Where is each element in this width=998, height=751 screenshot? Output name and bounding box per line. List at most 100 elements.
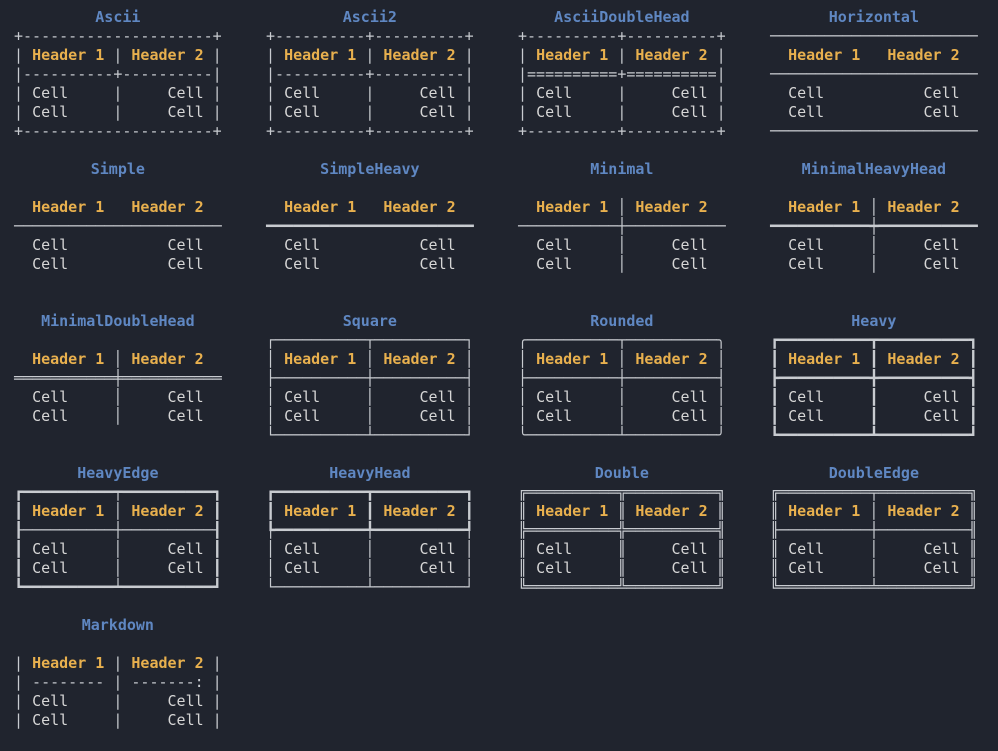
header-2-text: Header 2	[131, 350, 204, 368]
box-style-rounded: Rounded ╭──────────┬──────────╮ │ Header …	[518, 312, 770, 464]
cell-text: Cell	[536, 255, 573, 273]
table-title: DoubleEdge	[828, 464, 919, 482]
header-2-text: Header 2	[887, 198, 960, 216]
cell-text: Cell	[788, 84, 825, 102]
box-style-simple: Simple Header 1 Header 2 ───────────────…	[14, 160, 266, 312]
cell-text: Cell	[284, 388, 321, 406]
header-1-text: Header 1	[788, 350, 861, 368]
cell-text: Cell	[419, 255, 456, 273]
table-body: ╔══════════╤══════════╗ ║ Header 1 │ Hea…	[770, 483, 978, 596]
table-body: ─────────────────────── Header 1 Header …	[770, 27, 978, 140]
header-1-text: Header 1	[284, 350, 357, 368]
cell-text: Cell	[284, 103, 321, 121]
box-style-markdown: Markdown | Header 1 | Header 2 | | -----…	[14, 616, 266, 751]
cell-text: Cell	[788, 388, 825, 406]
table-body: +---------------------+ | Header 1 | Hea…	[14, 27, 222, 140]
table-body: ┏━━━━━━━━━━┳━━━━━━━━━━┓ ┃ Header 1 ┃ Hea…	[770, 331, 978, 444]
cell-text: Cell	[671, 236, 708, 254]
cell-text: Cell	[671, 84, 708, 102]
header-2-text: Header 2	[383, 46, 456, 64]
cell-text: Cell	[671, 540, 708, 558]
table-title: Ascii2	[342, 8, 397, 26]
table-body: Header 1 │ Header 2 ━━━━━━━━━━━┿━━━━━━━━…	[770, 198, 978, 273]
header-2-text: Header 2	[383, 502, 456, 520]
header-1-text: Header 1	[32, 46, 105, 64]
header-1-text: Header 1	[284, 198, 357, 216]
cell-text: Cell	[419, 388, 456, 406]
box-style-asciidoublehead: AsciiDoubleHead +----------+----------+ |…	[518, 8, 770, 160]
header-1-text: Header 1	[32, 350, 105, 368]
cell-text: Cell	[788, 103, 825, 121]
cell-text: Cell	[284, 540, 321, 558]
header-1-text: Header 1	[788, 502, 861, 520]
cell-text: Cell	[167, 255, 204, 273]
cell-text: Cell	[788, 255, 825, 273]
cell-text: Cell	[419, 103, 456, 121]
table-title: MinimalHeavyHead	[801, 160, 947, 178]
cell-text: Cell	[32, 559, 69, 577]
header-1-text: Header 1	[788, 198, 861, 216]
cell-text: Cell	[671, 559, 708, 577]
table-body: Header 1 Header 2 ━━━━━━━━━━━━━━━━━━━━━━…	[266, 198, 474, 273]
header-2-text: Header 2	[635, 502, 708, 520]
box-style-heavyedge: HeavyEdge ┏━━━━━━━━━━┯━━━━━━━━━━┓ ┃ Heade…	[14, 464, 266, 616]
cell-text: Cell	[419, 407, 456, 425]
header-1-text: Header 1	[284, 502, 357, 520]
box-style-square: Square ┌──────────┬──────────┐ │ Header 1…	[266, 312, 518, 464]
header-1-text: Header 1	[536, 502, 609, 520]
cell-text: Cell	[32, 236, 69, 254]
cell-text: Cell	[536, 540, 573, 558]
table-title: Rounded	[590, 312, 654, 330]
cell-text: Cell	[923, 84, 960, 102]
header-1-text: Header 1	[536, 198, 609, 216]
cell-text: Cell	[167, 692, 204, 710]
table-body: ╔══════════╦══════════╗ ║ Header 1 ║ Hea…	[518, 483, 726, 596]
table-body: ┏━━━━━━━━━━┳━━━━━━━━━━┓ ┃ Header 1 ┃ Hea…	[266, 483, 474, 596]
cell-text: Cell	[536, 236, 573, 254]
cell-text: Cell	[923, 388, 960, 406]
table-title: Simple	[90, 160, 145, 178]
cell-text: Cell	[32, 255, 69, 273]
header-1-text: Header 1	[32, 654, 105, 672]
cell-text: Cell	[419, 84, 456, 102]
table-title: SimpleHeavy	[320, 160, 420, 178]
header-2-text: Header 2	[635, 46, 708, 64]
header-2-text: Header 2	[131, 502, 204, 520]
cell-text: Cell	[32, 103, 69, 121]
cell-text: Cell	[284, 84, 321, 102]
cell-text: Cell	[167, 236, 204, 254]
header-2-text: Header 2	[635, 198, 708, 216]
cell-text: Cell	[419, 540, 456, 558]
cell-text: Cell	[167, 388, 204, 406]
cell-text: Cell	[671, 255, 708, 273]
table-title: Heavy	[851, 312, 897, 330]
header-1-text: Header 1	[32, 502, 105, 520]
cell-text: Cell	[923, 103, 960, 121]
table-body: Header 1 │ Header 2 ═══════════╪════════…	[14, 350, 222, 425]
box-style-heavy: Heavy ┏━━━━━━━━━━┳━━━━━━━━━━┓ ┃ Header 1 …	[770, 312, 998, 464]
cell-text: Cell	[284, 255, 321, 273]
cell-text: Cell	[32, 407, 69, 425]
cell-text: Cell	[419, 559, 456, 577]
cell-text: Cell	[167, 407, 204, 425]
table-body: ╭──────────┬──────────╮ │ Header 1 │ Hea…	[518, 331, 726, 444]
cell-text: Cell	[536, 84, 573, 102]
header-2-text: Header 2	[131, 46, 204, 64]
cell-text: Cell	[419, 236, 456, 254]
table-title: Double	[594, 464, 649, 482]
cell-text: Cell	[32, 692, 69, 710]
cell-text: Cell	[167, 711, 204, 729]
header-1-text: Header 1	[788, 46, 861, 64]
header-1-text: Header 1	[284, 46, 357, 64]
cell-text: Cell	[32, 84, 69, 102]
box-style-ascii: Ascii +---------------------+ | Header 1 …	[14, 8, 266, 160]
table-body: Header 1 Header 2 ──────────────────────…	[14, 198, 222, 273]
table-body: Header 1 │ Header 2 ───────────┼────────…	[518, 198, 726, 273]
cell-text: Cell	[923, 559, 960, 577]
box-style-doubleedge: DoubleEdge ╔══════════╤══════════╗ ║ Head…	[770, 464, 998, 616]
cell-text: Cell	[788, 236, 825, 254]
header-2-text: Header 2	[131, 198, 204, 216]
box-style-simpleheavy: SimpleHeavy Header 1 Header 2 ━━━━━━━━━━…	[266, 160, 518, 312]
